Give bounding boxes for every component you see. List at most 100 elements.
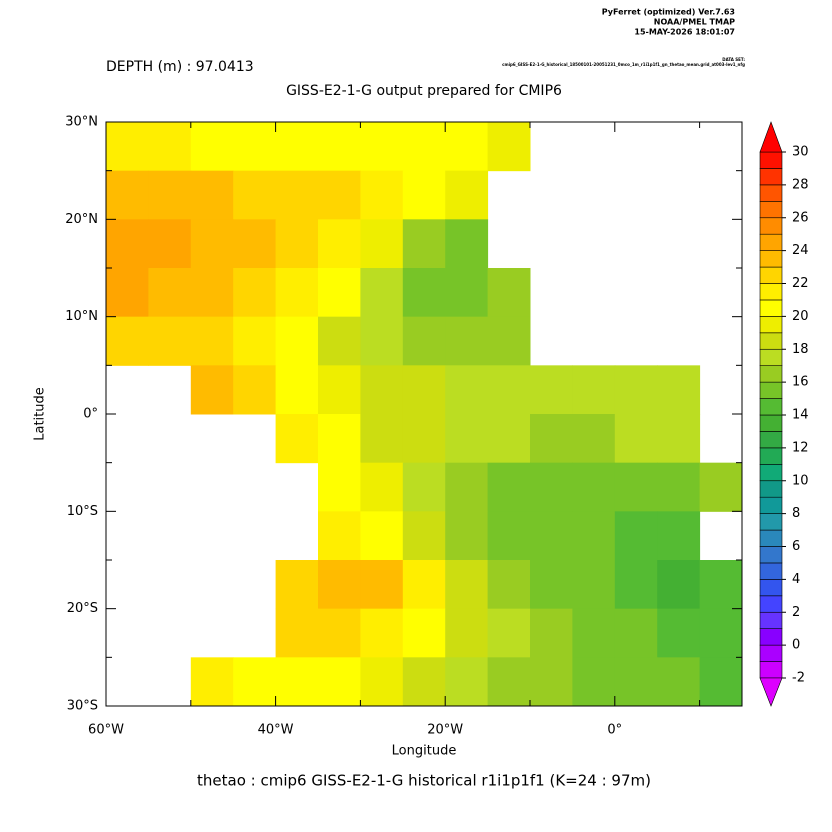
cell — [360, 657, 404, 707]
cell — [106, 316, 149, 366]
cell — [657, 462, 701, 512]
cell — [360, 170, 404, 220]
cell — [445, 511, 489, 561]
colorbar-swatch — [759, 365, 783, 383]
footer: thetao : cmip6 GISS-E2-1-G historical r1… — [197, 772, 651, 790]
cell — [445, 316, 489, 366]
colorbar-label: 10 — [792, 473, 809, 488]
cell — [360, 414, 404, 464]
colorbar-label: 30 — [792, 145, 809, 160]
cell — [318, 219, 361, 269]
cell — [572, 414, 616, 464]
colorbar-swatch — [759, 661, 783, 679]
cell — [699, 560, 743, 610]
cell — [275, 365, 319, 415]
colorbar-label: 18 — [792, 342, 809, 357]
colorbar-swatch — [759, 447, 783, 465]
cell — [530, 657, 573, 707]
cell — [360, 462, 404, 512]
cell — [487, 365, 531, 415]
chart-title: GISS-E2-1-G output prepared for CMIP6 — [286, 83, 562, 99]
cell — [445, 462, 489, 512]
colorbar-label: 2 — [792, 605, 800, 620]
colorbar-swatch — [759, 480, 783, 498]
cell — [402, 268, 446, 318]
cell — [233, 657, 277, 707]
colorbar-swatch — [759, 644, 783, 662]
cell — [572, 657, 616, 707]
cell — [360, 316, 404, 366]
software: PyFerret (optimized) Ver.7.63 — [602, 8, 735, 17]
cell — [275, 316, 319, 366]
cell — [233, 268, 277, 318]
cell — [402, 560, 446, 610]
cell — [106, 219, 149, 269]
dataset: cmip6_GISS-E2-1-G_historical_18500101-20… — [502, 62, 745, 67]
cell — [318, 414, 361, 464]
colorbar-label: 20 — [792, 309, 809, 324]
x-tick-label: 0° — [607, 723, 622, 738]
cell — [487, 122, 531, 172]
colorbar-swatch — [759, 332, 783, 350]
cell — [445, 170, 489, 220]
cell — [318, 657, 361, 707]
colorbar-label: 28 — [792, 177, 809, 192]
colorbar-label: 16 — [792, 375, 809, 390]
cell — [233, 122, 277, 172]
y-tick-label: 0° — [83, 407, 98, 422]
colorbar-swatch — [759, 250, 783, 268]
cell — [190, 122, 234, 172]
colorbar-label: 26 — [792, 210, 809, 225]
cell — [402, 657, 446, 707]
colorbar-label: 8 — [792, 506, 800, 521]
y-tick-label: 30°N — [65, 115, 98, 130]
colorbar-swatch — [759, 611, 783, 629]
cell — [148, 219, 192, 269]
colorbar-label: 22 — [792, 276, 809, 291]
cell — [275, 560, 319, 610]
cell — [318, 316, 361, 366]
cell — [402, 365, 446, 415]
cell — [530, 414, 573, 464]
cell — [190, 219, 234, 269]
y-tick-label: 10°S — [67, 504, 98, 519]
colorbar-swatch — [759, 579, 783, 597]
cell — [318, 560, 361, 610]
cell — [530, 462, 573, 512]
cell — [402, 414, 446, 464]
cell — [699, 608, 743, 658]
cell — [487, 414, 531, 464]
cell — [106, 268, 149, 318]
cell — [530, 511, 573, 561]
colorbar-label: 4 — [792, 572, 800, 587]
cell — [402, 170, 446, 220]
cell — [657, 414, 701, 464]
cell — [445, 219, 489, 269]
cell — [275, 657, 319, 707]
cell — [275, 414, 319, 464]
cell — [318, 170, 361, 220]
cell — [402, 511, 446, 561]
cell — [614, 511, 658, 561]
cell — [487, 316, 531, 366]
cell — [148, 316, 192, 366]
x-label: Longitude — [392, 744, 457, 759]
colorbar-swatch — [759, 496, 783, 514]
colorbar-swatch — [759, 513, 783, 531]
cell — [657, 657, 701, 707]
cell — [190, 268, 234, 318]
cell — [530, 365, 573, 415]
cell — [148, 122, 192, 172]
cell — [445, 657, 489, 707]
cell — [360, 219, 404, 269]
cell — [402, 608, 446, 658]
cell — [275, 608, 319, 658]
cell — [657, 560, 701, 610]
colorbar-swatch — [759, 414, 783, 432]
cell — [233, 170, 277, 220]
colorbar-swatch — [759, 184, 783, 202]
cell — [318, 462, 361, 512]
x-tick-label: 40°W — [258, 723, 294, 738]
cell — [190, 365, 234, 415]
colorbar-swatch — [759, 529, 783, 547]
